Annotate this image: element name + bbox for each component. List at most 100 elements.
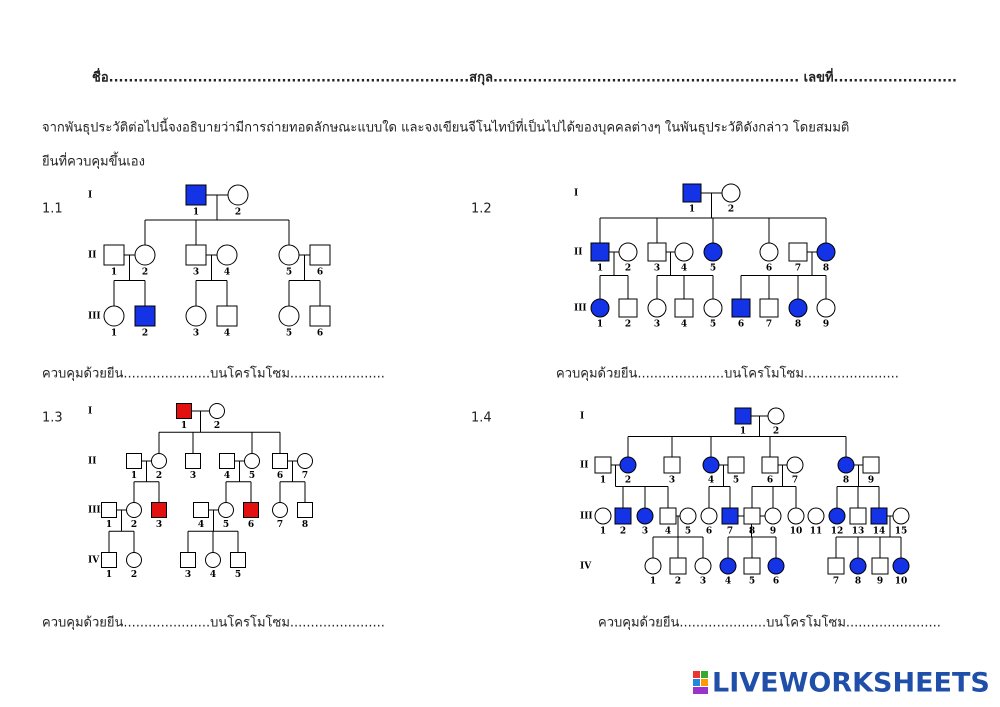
female: [759, 242, 779, 262]
individual-number: 6: [738, 320, 744, 330]
male: [594, 456, 612, 474]
individual-number: 3: [185, 570, 191, 580]
affected-female: [619, 456, 637, 474]
male: [727, 456, 745, 474]
female: [594, 507, 612, 525]
individual-number: 3: [156, 520, 162, 530]
male: [101, 552, 117, 568]
individual-number: 8: [823, 264, 829, 274]
male: [862, 456, 880, 474]
affected-male: [614, 507, 632, 525]
individual-number: 6: [706, 527, 712, 537]
individual-number: 3: [700, 577, 706, 587]
affected-male: [731, 298, 751, 318]
instruction: จากพันธุประวัติต่อไปนี้จงอธิบายว่ามีการถ…: [42, 118, 849, 136]
affected-male: [590, 242, 610, 262]
individual-number: 4: [725, 577, 731, 587]
individual-number: 4: [224, 268, 230, 278]
affected-male: [151, 502, 167, 518]
individual-number: 5: [685, 527, 691, 537]
female: [807, 507, 825, 525]
generation-label: II: [574, 248, 582, 258]
affected-male: [134, 305, 156, 327]
individual-number: 2: [625, 264, 631, 274]
individual-number: 1: [106, 520, 112, 530]
affected-male: [870, 507, 888, 525]
affected-female: [816, 242, 836, 262]
generation-label: IV: [88, 556, 100, 566]
individual-number: 4: [210, 570, 216, 580]
individual-number: 1: [600, 476, 606, 486]
male: [659, 507, 677, 525]
individual-number: 8: [749, 527, 755, 537]
individual-number: 1: [600, 527, 606, 537]
pedigree-label: 1.3: [42, 411, 63, 426]
male: [103, 244, 125, 266]
logo-icon: [693, 687, 708, 694]
female: [151, 453, 167, 469]
female: [244, 453, 260, 469]
female: [272, 502, 288, 518]
individual-number: 3: [654, 320, 660, 330]
male: [101, 502, 117, 518]
individual-number: 4: [665, 527, 671, 537]
individual-number: 1: [597, 320, 603, 330]
individual-number: 2: [214, 421, 220, 431]
generation-label: III: [88, 506, 101, 516]
individual-number: 9: [770, 527, 776, 537]
individual-number: 2: [675, 577, 681, 587]
individual-number: 1: [106, 570, 112, 580]
individual-number: 3: [654, 264, 660, 274]
affected-female: [837, 456, 855, 474]
female: [703, 298, 723, 318]
affected-female: [849, 557, 867, 575]
male: [216, 305, 238, 327]
affected-female: [892, 557, 910, 575]
affected-female: [767, 557, 785, 575]
individual-number: 3: [193, 268, 199, 278]
individual-number: 1: [193, 208, 199, 218]
female: [227, 184, 249, 206]
individual-number: 4: [681, 264, 687, 274]
individual-number: 1: [111, 268, 117, 278]
female: [694, 557, 712, 575]
affected-female: [590, 298, 610, 318]
generation-label: II: [88, 457, 96, 467]
affected-female: [828, 507, 846, 525]
affected-male: [176, 403, 192, 419]
individual-number: 6: [277, 471, 283, 481]
individual-number: 6: [317, 268, 323, 278]
male: [309, 305, 331, 327]
female: [700, 507, 718, 525]
individual-number: 8: [302, 520, 308, 530]
individual-number: 6: [248, 520, 254, 530]
female: [278, 244, 300, 266]
individual-number: 10: [790, 527, 803, 537]
individual-number: 7: [833, 577, 839, 587]
male: [743, 507, 761, 525]
logo-icon: [701, 679, 708, 686]
individual-number: 7: [792, 476, 798, 486]
male: [230, 552, 246, 568]
female: [721, 183, 741, 203]
individual-number: 1: [111, 329, 117, 339]
logo-icon: [701, 671, 708, 678]
affected-male: [243, 502, 259, 518]
male: [126, 453, 142, 469]
individual-number: 4: [198, 520, 204, 530]
individual-number: 3: [193, 329, 199, 339]
individual-number: 12: [831, 527, 844, 537]
individual-number: 4: [224, 329, 230, 339]
individual-number: 15: [895, 527, 908, 537]
female: [134, 244, 156, 266]
female: [205, 552, 221, 568]
logo-text: LIVEWORKSHEETS: [712, 668, 990, 699]
male: [309, 244, 331, 266]
individual-number: 5: [286, 329, 292, 339]
individual-number: 5: [710, 320, 716, 330]
male: [272, 453, 288, 469]
individual-number: 3: [669, 476, 675, 486]
female: [679, 507, 697, 525]
individual-number: 4: [708, 476, 714, 486]
answer-line: ควบคุมด้วยยีน.....................บนโครโ…: [598, 615, 941, 631]
